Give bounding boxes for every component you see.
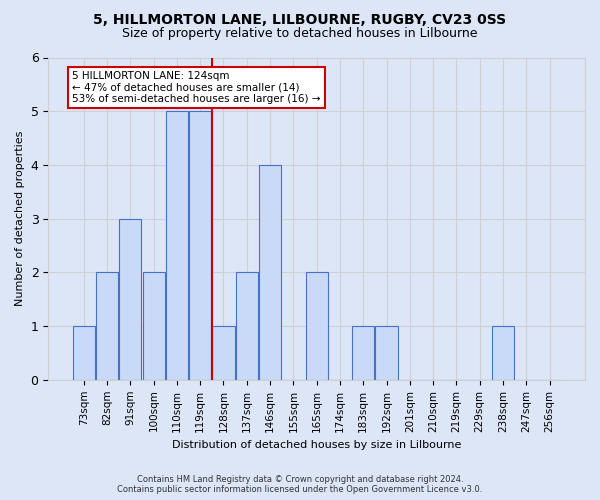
Text: 5 HILLMORTON LANE: 124sqm
← 47% of detached houses are smaller (14)
53% of semi-: 5 HILLMORTON LANE: 124sqm ← 47% of detac…	[72, 71, 320, 104]
Bar	[143, 272, 164, 380]
Bar	[305, 272, 328, 380]
Bar	[166, 111, 188, 380]
Bar	[492, 326, 514, 380]
Bar	[189, 111, 211, 380]
Bar	[119, 218, 142, 380]
Bar	[236, 272, 258, 380]
Bar	[352, 326, 374, 380]
Text: Size of property relative to detached houses in Lilbourne: Size of property relative to detached ho…	[122, 28, 478, 40]
Bar	[212, 326, 235, 380]
Text: Contains HM Land Registry data © Crown copyright and database right 2024.
Contai: Contains HM Land Registry data © Crown c…	[118, 474, 482, 494]
Bar	[73, 326, 95, 380]
Bar	[259, 165, 281, 380]
Text: 5, HILLMORTON LANE, LILBOURNE, RUGBY, CV23 0SS: 5, HILLMORTON LANE, LILBOURNE, RUGBY, CV…	[94, 12, 506, 26]
Y-axis label: Number of detached properties: Number of detached properties	[15, 131, 25, 306]
Bar	[376, 326, 398, 380]
X-axis label: Distribution of detached houses by size in Lilbourne: Distribution of detached houses by size …	[172, 440, 461, 450]
Bar	[96, 272, 118, 380]
